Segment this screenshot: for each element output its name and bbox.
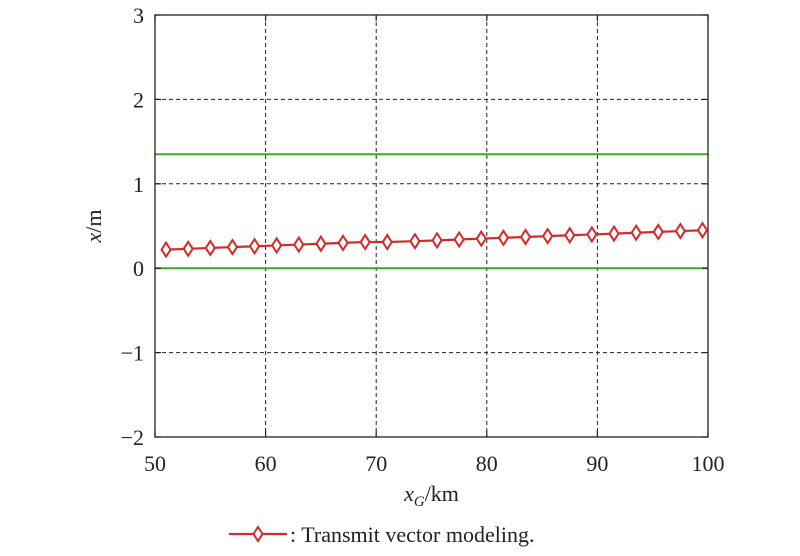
x-tick-label: 90 <box>586 451 608 476</box>
data-point <box>608 224 620 243</box>
plot-frame <box>154 14 709 438</box>
data-point <box>160 240 172 259</box>
y-axis-label: x/m <box>81 210 106 244</box>
legend-marker <box>252 525 264 543</box>
data-point <box>541 227 554 245</box>
data-point <box>337 234 349 252</box>
x-tick-label: 100 <box>692 451 725 476</box>
data-point <box>315 234 327 253</box>
x-axis-label: xG/km <box>403 481 459 510</box>
y-tick-label: 2 <box>133 87 144 112</box>
x-tick-label: 60 <box>255 451 277 476</box>
data-point <box>674 222 687 240</box>
data-point <box>182 239 194 258</box>
data-point <box>630 223 642 242</box>
x-tick-label: 70 <box>365 451 387 476</box>
legend-label: : Transmit vector modeling. <box>290 522 534 547</box>
y-tick-label: −2 <box>121 425 144 450</box>
data-point <box>497 228 510 247</box>
data-point <box>359 233 371 251</box>
data-point <box>248 237 261 256</box>
data-point <box>226 238 239 256</box>
data-point <box>453 230 465 249</box>
data-point <box>652 223 664 241</box>
data-point <box>586 225 598 244</box>
x-tick-label: 80 <box>476 451 498 476</box>
y-tick-label: 3 <box>133 3 144 28</box>
data-point <box>381 233 393 251</box>
data-point <box>475 229 487 248</box>
x-tick-label: 50 <box>144 451 166 476</box>
data-point <box>270 236 283 255</box>
y-tick-label: 1 <box>133 172 144 197</box>
y-tick-label: 0 <box>133 256 144 281</box>
data-point <box>519 228 532 246</box>
data-point <box>204 239 216 257</box>
data-point <box>431 231 443 250</box>
data-point <box>696 221 709 240</box>
data-point <box>293 235 305 254</box>
data-point <box>564 226 576 245</box>
data-point <box>409 232 421 251</box>
y-tick-label: −1 <box>121 341 144 366</box>
